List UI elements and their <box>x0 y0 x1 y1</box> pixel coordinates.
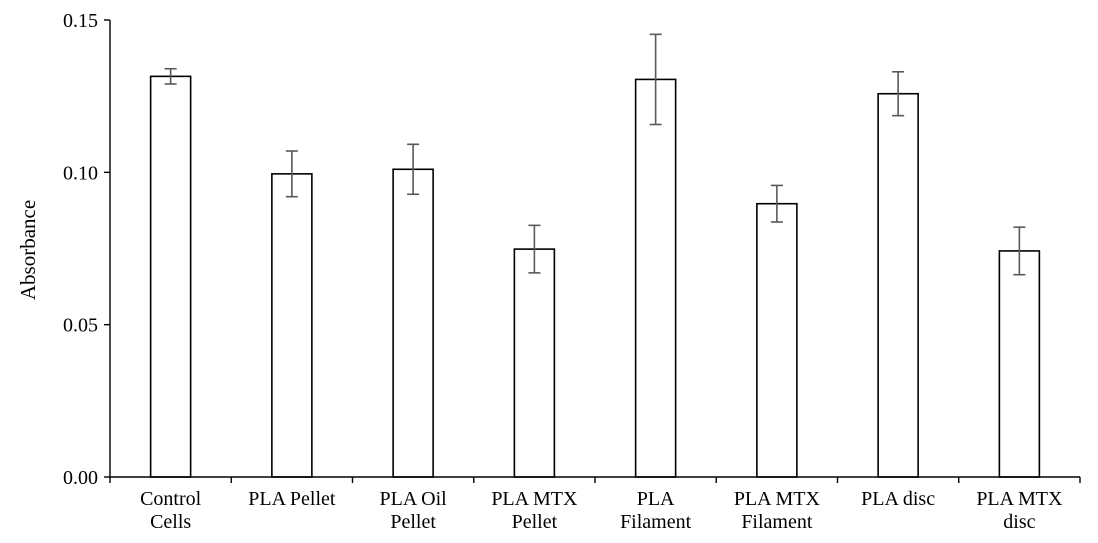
x-tick-label-line: Cells <box>150 511 191 533</box>
x-tick-label-line: PLA MTX <box>734 488 821 510</box>
x-tick-label-1: PLA Pellet <box>248 488 336 510</box>
x-tick-label-line: PLA MTX <box>491 488 578 510</box>
x-tick-label-6: PLA disc <box>861 488 935 510</box>
x-tick-label-line: Pellet <box>390 511 436 533</box>
bar-4 <box>634 78 677 478</box>
x-tick-label-4: PLA Filament <box>620 488 692 533</box>
y-tick-label-1: 0.05 <box>63 315 98 337</box>
y-tick-label-2: 0.10 <box>63 162 98 184</box>
x-tick-label-line: Filament <box>741 511 813 533</box>
x-tick-label-line: PLA disc <box>861 488 935 510</box>
x-tick-label-7: PLA MTX disc <box>976 488 1063 533</box>
y-tick-label-0: 0.00 <box>63 467 98 489</box>
x-tick-label-line: Control <box>140 488 202 510</box>
bar-2 <box>392 168 434 478</box>
x-tick-label-line: PLA <box>637 488 675 510</box>
x-tick-label-line: PLA MTX <box>976 488 1063 510</box>
x-tick-label-5: PLA MTX Filament <box>734 488 821 533</box>
x-tick-label-line: PLA Oil <box>380 488 448 510</box>
bar-5 <box>756 202 798 478</box>
bars-layer <box>149 75 1041 478</box>
x-tick-label-2: PLA Oil Pellet <box>380 488 448 533</box>
x-tick-label-line: Filament <box>620 511 692 533</box>
bar-6 <box>877 92 919 478</box>
x-tick-label-line: disc <box>1003 511 1035 533</box>
y-axis-title: Absorbance <box>16 200 40 300</box>
bar-3 <box>513 248 556 478</box>
bar-0 <box>149 75 192 478</box>
bar-7 <box>998 250 1041 478</box>
x-tick-label-3: PLA MTX Pellet <box>491 488 578 533</box>
x-tick-label-line: PLA Pellet <box>248 488 336 510</box>
x-tick-label-line: Pellet <box>512 511 558 533</box>
x-tick-label-0: Control Cells <box>140 488 202 533</box>
bar-1 <box>271 173 313 478</box>
axes-layer <box>104 19 1081 483</box>
error-bars-layer <box>164 33 1026 276</box>
y-tick-label-3: 0.15 <box>63 10 98 32</box>
